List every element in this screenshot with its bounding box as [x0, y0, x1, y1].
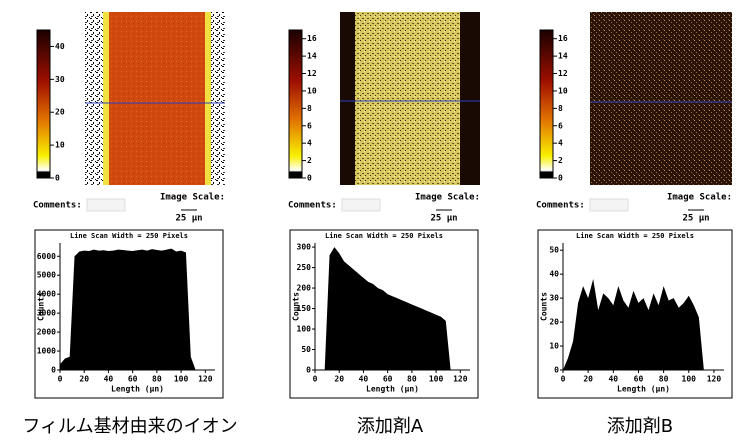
y-tick-label: 6000	[37, 252, 56, 261]
x-tick-label: 120	[707, 375, 722, 384]
x-tick-label: 100	[174, 375, 189, 384]
y-tick-label: 0	[51, 366, 56, 375]
comments-field	[86, 198, 126, 212]
image-1	[85, 12, 225, 185]
y-tick-label: 200	[297, 284, 312, 293]
y-tick-label: 0	[554, 366, 559, 375]
x-tick-label: 20	[334, 375, 344, 384]
x-tick-label: 60	[634, 375, 644, 384]
x-axis-label: Length (μn)	[617, 385, 670, 394]
scale-title: Image Scale:	[415, 193, 480, 203]
y-tick-label: 3000	[37, 309, 56, 318]
comments-label: Comments:	[536, 201, 585, 211]
area	[315, 247, 466, 370]
x-tick-label: 80	[659, 375, 669, 384]
y-tick-label: 40	[549, 270, 559, 279]
area	[60, 248, 211, 370]
colorbar-tick-label: 12	[307, 69, 317, 78]
y-tick-label: 50	[301, 345, 311, 354]
colorbar-tick-label: 14	[307, 52, 317, 61]
colorbar	[539, 29, 554, 179]
y-tick-label: 20	[549, 318, 559, 327]
y-tick-label: 150	[297, 304, 312, 313]
comments-field	[341, 198, 381, 212]
x-tick-label: 40	[608, 375, 618, 384]
scale-value: 25 μn	[175, 214, 202, 224]
y-tick-label: 0	[306, 366, 311, 375]
y-axis-label: Counts	[292, 292, 301, 321]
colorbar-tick-label: 16	[307, 34, 317, 43]
colorbar-tick-label: 0	[558, 174, 563, 183]
chart-title: Line Scan Width = 250 Pixels	[70, 232, 188, 240]
y-tick-label: 10	[549, 342, 559, 351]
colorbar	[288, 29, 303, 179]
y-tick-label: 50	[549, 246, 559, 255]
colorbar-tick-label: 4	[558, 139, 563, 148]
colorbar-tick-label: 10	[55, 141, 65, 150]
chart-title: Line Scan Width = 250 Pixels	[576, 232, 694, 240]
x-tick-label: 100	[429, 375, 444, 384]
x-axis-label: Length (μn)	[111, 385, 164, 394]
y-tick-label: 2000	[37, 328, 56, 337]
x-axis-label: Length (μn)	[366, 385, 419, 394]
caption: フィルム基材由来のイオン	[22, 416, 237, 437]
y-tick-label: 5000	[37, 271, 56, 280]
colorbar-tick-label: 10	[558, 86, 568, 95]
caption: 添加剤B	[607, 416, 673, 437]
y-axis-label: Counts	[540, 292, 549, 321]
colorbar-tick-label: 16	[558, 34, 568, 43]
colorbar-tick-label: 20	[55, 108, 65, 117]
colorbar-tick-label: 0	[55, 174, 60, 183]
colorbar-tick-label: 30	[55, 75, 65, 84]
x-tick-label: 0	[58, 375, 63, 384]
colorbar-tick-label: 2	[558, 156, 563, 165]
x-tick-label: 120	[453, 375, 468, 384]
caption: 添加剤A	[357, 416, 424, 437]
y-tick-label: 30	[549, 294, 559, 303]
x-tick-label: 20	[583, 375, 593, 384]
scale-title: Image Scale:	[160, 193, 225, 203]
comments-label: Comments:	[33, 201, 82, 211]
scale-title: Image Scale:	[667, 193, 732, 203]
colorbar-tick-label: 6	[307, 121, 312, 130]
x-tick-label: 40	[359, 375, 369, 384]
x-tick-label: 100	[682, 375, 697, 384]
x-tick-label: 60	[128, 375, 138, 384]
colorbar	[36, 29, 51, 179]
colorbar-tick-label: 2	[307, 156, 312, 165]
x-tick-label: 60	[383, 375, 393, 384]
x-tick-label: 20	[79, 375, 89, 384]
colorbar-tick-label: 8	[307, 104, 312, 113]
colorbar-tick-label: 0	[307, 174, 312, 183]
x-tick-label: 0	[561, 375, 566, 384]
y-tick-label: 100	[297, 325, 312, 334]
area	[563, 278, 719, 370]
x-tick-label: 0	[313, 375, 318, 384]
chart-title: Line Scan Width = 250 Pixels	[325, 232, 443, 240]
colorbar-tick-label: 10	[307, 86, 317, 95]
x-tick-label: 120	[198, 375, 213, 384]
scale-value: 25 μn	[682, 214, 709, 224]
comments-label: Comments:	[288, 201, 337, 211]
x-tick-label: 40	[104, 375, 114, 384]
image-2	[340, 12, 480, 185]
scale-value: 25 μn	[430, 214, 457, 224]
comments-field	[589, 198, 629, 212]
colorbar-tick-label: 8	[558, 104, 563, 113]
colorbar-tick-label: 6	[558, 121, 563, 130]
y-axis-label: Counts	[37, 292, 46, 321]
colorbar-tick-label: 14	[558, 52, 568, 61]
y-tick-label: 300	[297, 243, 312, 252]
y-tick-label: 4000	[37, 290, 56, 299]
x-tick-label: 80	[407, 375, 417, 384]
y-tick-label: 1000	[37, 347, 56, 356]
x-tick-label: 80	[152, 375, 162, 384]
y-tick-label: 250	[297, 263, 312, 272]
colorbar-tick-label: 4	[307, 139, 312, 148]
image-3	[590, 12, 732, 185]
colorbar-tick-label: 12	[558, 69, 568, 78]
colorbar-tick-label: 40	[55, 42, 65, 51]
